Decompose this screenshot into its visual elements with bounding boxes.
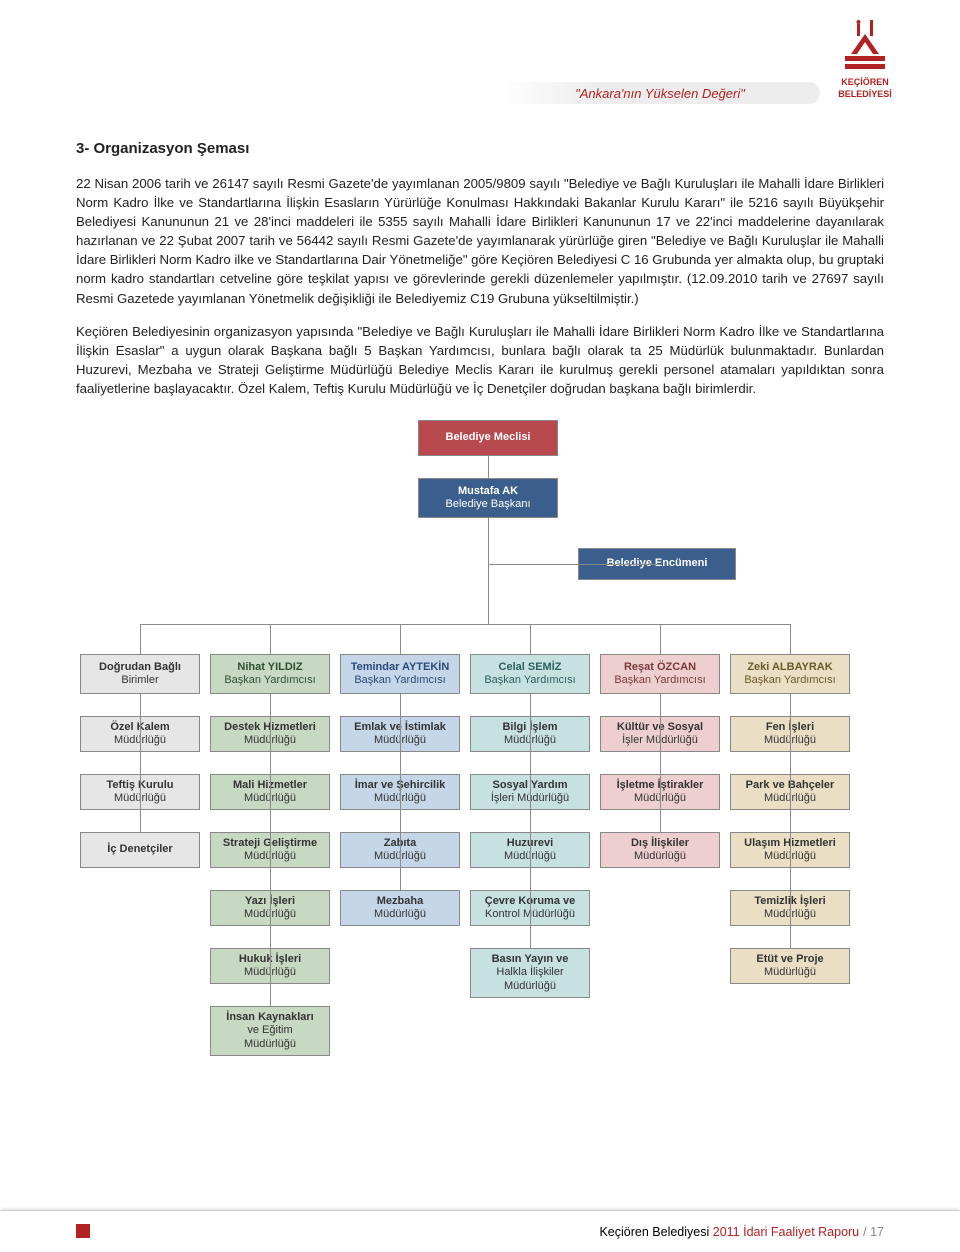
org-node: Dış İlişkilerMüdürlüğü: [600, 832, 720, 868]
org-node: Temindar AYTEKİNBaşkan Yardımcısı: [340, 654, 460, 694]
paragraph-2: Keçiören Belediyesinin organizasyon yapı…: [76, 322, 884, 399]
municipality-logo: KEÇİÖREN BELEDİYESİ: [830, 0, 900, 100]
footer-org: Keçiören Belediyesi: [599, 1225, 709, 1239]
slogan-bar: "Ankara'nın Yükselen Değeri": [500, 82, 820, 104]
org-node: Basın Yayın veHalkla İlişkilerMüdürlüğü: [470, 948, 590, 998]
section-title: 3- Organizasyon Şeması: [76, 138, 884, 160]
org-node: İç Denetçiler: [80, 832, 200, 868]
footer-page: / 17: [863, 1225, 884, 1239]
document-body: 3- Organizasyon Şeması 22 Nisan 2006 tar…: [0, 110, 960, 1100]
org-node: Mustafa AKBelediye Başkanı: [418, 478, 558, 518]
page-header: "Ankara'nın Yükselen Değeri" KEÇİÖREN BE…: [0, 0, 960, 110]
org-node: Belediye Meclisi: [418, 420, 558, 456]
slogan-text: "Ankara'nın Yükselen Değeri": [575, 86, 745, 101]
org-node: Etüt ve ProjeMüdürlüğü: [730, 948, 850, 984]
org-node: Reşat ÖZCANBaşkan Yardımcısı: [600, 654, 720, 694]
org-node: Zeki ALBAYRAKBaşkan Yardımcısı: [730, 654, 850, 694]
logo-icon: [837, 20, 893, 76]
logo-text-top: KEÇİÖREN: [841, 78, 889, 88]
logo-text-bottom: BELEDİYESİ: [838, 90, 892, 100]
org-node: MezbahaMüdürlüğü: [340, 890, 460, 926]
org-node: İnsan Kaynaklarıve EğitimMüdürlüğü: [210, 1006, 330, 1056]
footer-report: 2011 İdari Faaliyet Raporu: [713, 1225, 859, 1239]
footer-marker-icon: [76, 1224, 90, 1238]
paragraph-1: 22 Nisan 2006 tarih ve 26147 sayılı Resm…: [76, 174, 884, 308]
org-node: Doğrudan BağlıBirimler: [80, 654, 200, 694]
org-node: Celal SEMİZBaşkan Yardımcısı: [470, 654, 590, 694]
page-footer: Keçiören Belediyesi 2011 İdari Faaliyet …: [0, 1210, 960, 1252]
org-node: Nihat YILDIZBaşkan Yardımcısı: [210, 654, 330, 694]
org-chart: Belediye Meclisi Mustafa AKBelediye Başka…: [80, 420, 880, 1100]
